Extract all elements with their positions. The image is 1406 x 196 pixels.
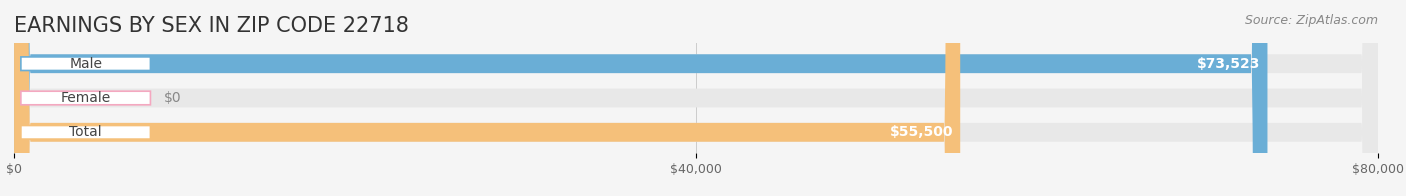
- FancyBboxPatch shape: [14, 0, 1378, 196]
- FancyBboxPatch shape: [14, 0, 960, 196]
- Text: $55,500: $55,500: [890, 125, 953, 139]
- Text: Source: ZipAtlas.com: Source: ZipAtlas.com: [1244, 14, 1378, 27]
- FancyBboxPatch shape: [21, 91, 150, 105]
- FancyBboxPatch shape: [14, 0, 1378, 196]
- Text: Female: Female: [60, 91, 111, 105]
- Text: Male: Male: [69, 57, 103, 71]
- Text: EARNINGS BY SEX IN ZIP CODE 22718: EARNINGS BY SEX IN ZIP CODE 22718: [14, 16, 409, 36]
- Text: $73,523: $73,523: [1198, 57, 1261, 71]
- FancyBboxPatch shape: [21, 125, 150, 139]
- FancyBboxPatch shape: [14, 0, 1267, 196]
- FancyBboxPatch shape: [21, 57, 150, 71]
- Text: $0: $0: [165, 91, 181, 105]
- Text: Total: Total: [69, 125, 103, 139]
- FancyBboxPatch shape: [14, 0, 1378, 196]
